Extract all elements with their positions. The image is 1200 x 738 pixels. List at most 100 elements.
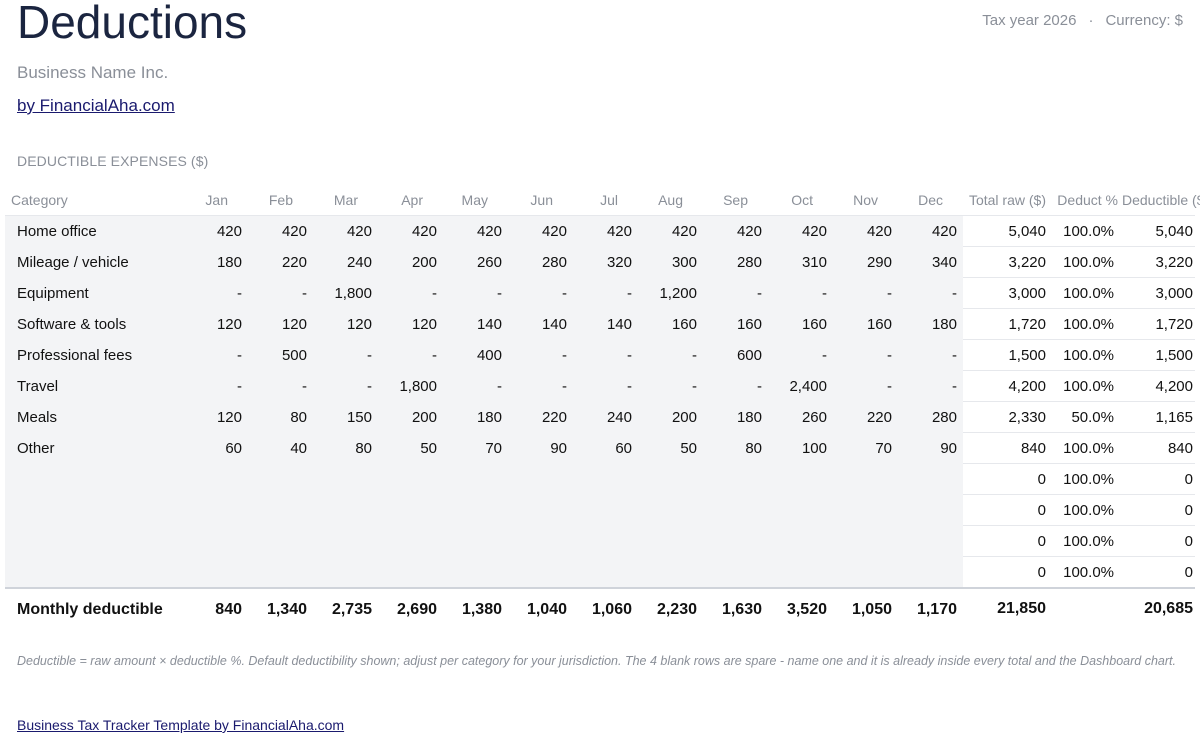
deduct-percent-cell[interactable]: 50.0% [1048,401,1120,433]
category-cell[interactable] [5,494,183,526]
month-cell[interactable] [703,556,768,588]
template-link[interactable]: Business Tax Tracker Template by Financi… [17,717,345,733]
month-cell[interactable] [703,494,768,526]
month-cell[interactable]: 240 [573,401,638,433]
deduct-percent-cell[interactable]: 100.0% [1048,215,1120,247]
month-cell[interactable]: - [508,277,573,309]
month-cell[interactable]: 220 [508,401,573,433]
month-cell[interactable]: - [898,339,963,371]
month-cell[interactable]: 120 [183,308,248,340]
month-cell[interactable]: 80 [703,432,768,464]
category-cell[interactable] [5,525,183,557]
month-cell[interactable]: 100 [768,432,833,464]
month-cell[interactable]: 420 [833,215,898,247]
month-cell[interactable] [703,525,768,557]
month-cell[interactable]: 140 [443,308,508,340]
month-cell[interactable]: - [703,370,768,402]
month-cell[interactable]: 50 [378,432,443,464]
month-cell[interactable]: 180 [898,308,963,340]
month-cell[interactable] [378,463,443,495]
month-cell[interactable]: 200 [378,401,443,433]
month-cell[interactable] [508,525,573,557]
category-cell[interactable]: Software & tools [5,308,183,340]
month-cell[interactable]: 200 [638,401,703,433]
month-cell[interactable] [508,494,573,526]
month-cell[interactable]: 300 [638,246,703,278]
month-cell[interactable]: 400 [443,339,508,371]
category-cell[interactable]: Professional fees [5,339,183,371]
month-cell[interactable]: 1,800 [313,277,378,309]
month-cell[interactable] [898,525,963,557]
month-cell[interactable] [248,525,313,557]
month-cell[interactable]: 290 [833,246,898,278]
month-cell[interactable] [183,556,248,588]
deduct-percent-cell[interactable]: 100.0% [1048,494,1120,526]
month-cell[interactable] [703,463,768,495]
month-cell[interactable] [378,556,443,588]
month-cell[interactable]: 220 [248,246,313,278]
month-cell[interactable]: - [508,370,573,402]
month-cell[interactable] [573,463,638,495]
month-cell[interactable] [768,525,833,557]
deduct-percent-cell[interactable]: 100.0% [1048,463,1120,495]
month-cell[interactable]: 80 [248,401,313,433]
deduct-percent-cell[interactable]: 100.0% [1048,525,1120,557]
month-cell[interactable]: 180 [703,401,768,433]
month-cell[interactable]: 260 [443,246,508,278]
month-cell[interactable] [833,463,898,495]
month-cell[interactable] [638,556,703,588]
month-cell[interactable]: 420 [508,215,573,247]
month-cell[interactable]: - [443,277,508,309]
month-cell[interactable]: 140 [573,308,638,340]
month-cell[interactable]: 160 [638,308,703,340]
category-cell[interactable]: Home office [5,215,183,247]
month-cell[interactable]: - [833,339,898,371]
month-cell[interactable] [638,494,703,526]
month-cell[interactable] [638,525,703,557]
month-cell[interactable]: 420 [703,215,768,247]
month-cell[interactable] [573,525,638,557]
month-cell[interactable]: 340 [898,246,963,278]
deduct-percent-cell[interactable]: 100.0% [1048,339,1120,371]
month-cell[interactable]: 420 [443,215,508,247]
month-cell[interactable] [443,556,508,588]
month-cell[interactable]: 160 [768,308,833,340]
month-cell[interactable]: 260 [768,401,833,433]
month-cell[interactable]: 280 [703,246,768,278]
month-cell[interactable]: - [183,277,248,309]
month-cell[interactable]: 500 [248,339,313,371]
month-cell[interactable]: - [573,339,638,371]
month-cell[interactable] [183,525,248,557]
month-cell[interactable]: 1,200 [638,277,703,309]
month-cell[interactable]: - [898,277,963,309]
month-cell[interactable]: 280 [508,246,573,278]
month-cell[interactable] [313,556,378,588]
month-cell[interactable]: 150 [313,401,378,433]
month-cell[interactable]: 420 [898,215,963,247]
month-cell[interactable]: - [703,277,768,309]
month-cell[interactable]: - [248,370,313,402]
month-cell[interactable] [833,525,898,557]
financialaha-link[interactable]: by FinancialAha.com [17,96,175,115]
month-cell[interactable]: - [313,370,378,402]
month-cell[interactable] [248,556,313,588]
month-cell[interactable]: 310 [768,246,833,278]
month-cell[interactable]: 420 [183,215,248,247]
month-cell[interactable]: 320 [573,246,638,278]
month-cell[interactable]: 50 [638,432,703,464]
month-cell[interactable]: 40 [248,432,313,464]
month-cell[interactable]: 80 [313,432,378,464]
month-cell[interactable] [573,494,638,526]
month-cell[interactable] [443,494,508,526]
month-cell[interactable]: 420 [248,215,313,247]
month-cell[interactable]: 1,800 [378,370,443,402]
month-cell[interactable]: 200 [378,246,443,278]
month-cell[interactable]: - [378,339,443,371]
month-cell[interactable] [768,463,833,495]
month-cell[interactable]: 280 [898,401,963,433]
month-cell[interactable]: 420 [638,215,703,247]
deduct-percent-cell[interactable]: 100.0% [1048,370,1120,402]
month-cell[interactable]: 70 [443,432,508,464]
month-cell[interactable]: - [508,339,573,371]
month-cell[interactable] [898,463,963,495]
